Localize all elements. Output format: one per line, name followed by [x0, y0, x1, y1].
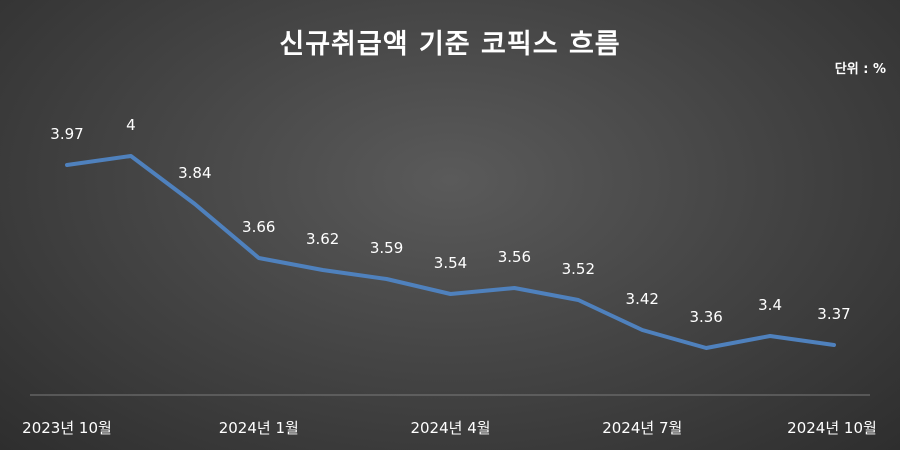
data-label: 3.37: [817, 305, 850, 323]
data-label: 4: [126, 116, 136, 134]
x-tick-label: 2024년 10월: [787, 419, 877, 437]
series-line: [65, 154, 836, 350]
chart-title: 신규취급액 기준 코픽스 흐름: [279, 29, 621, 60]
x-tick-label: 2024년 1월: [219, 419, 299, 437]
x-tick-label: 2024년 4월: [410, 419, 490, 437]
data-label: 3.4: [758, 296, 782, 314]
x-tick-label: 2023년 10월: [22, 419, 112, 437]
x-tick-label: 2024년 7월: [602, 419, 682, 437]
data-label: 3.59: [370, 239, 403, 257]
data-label: 3.62: [306, 230, 339, 248]
unit-label: 단위 : %: [834, 62, 886, 77]
data-label: 3.52: [562, 260, 595, 278]
data-label: 3.56: [498, 248, 531, 266]
data-label: 3.97: [50, 125, 83, 143]
data-label: 3.54: [434, 254, 467, 272]
data-label: 3.66: [242, 218, 275, 236]
data-label: 3.36: [689, 308, 722, 326]
data-label: 3.42: [626, 290, 659, 308]
data-label: 3.84: [178, 164, 211, 182]
